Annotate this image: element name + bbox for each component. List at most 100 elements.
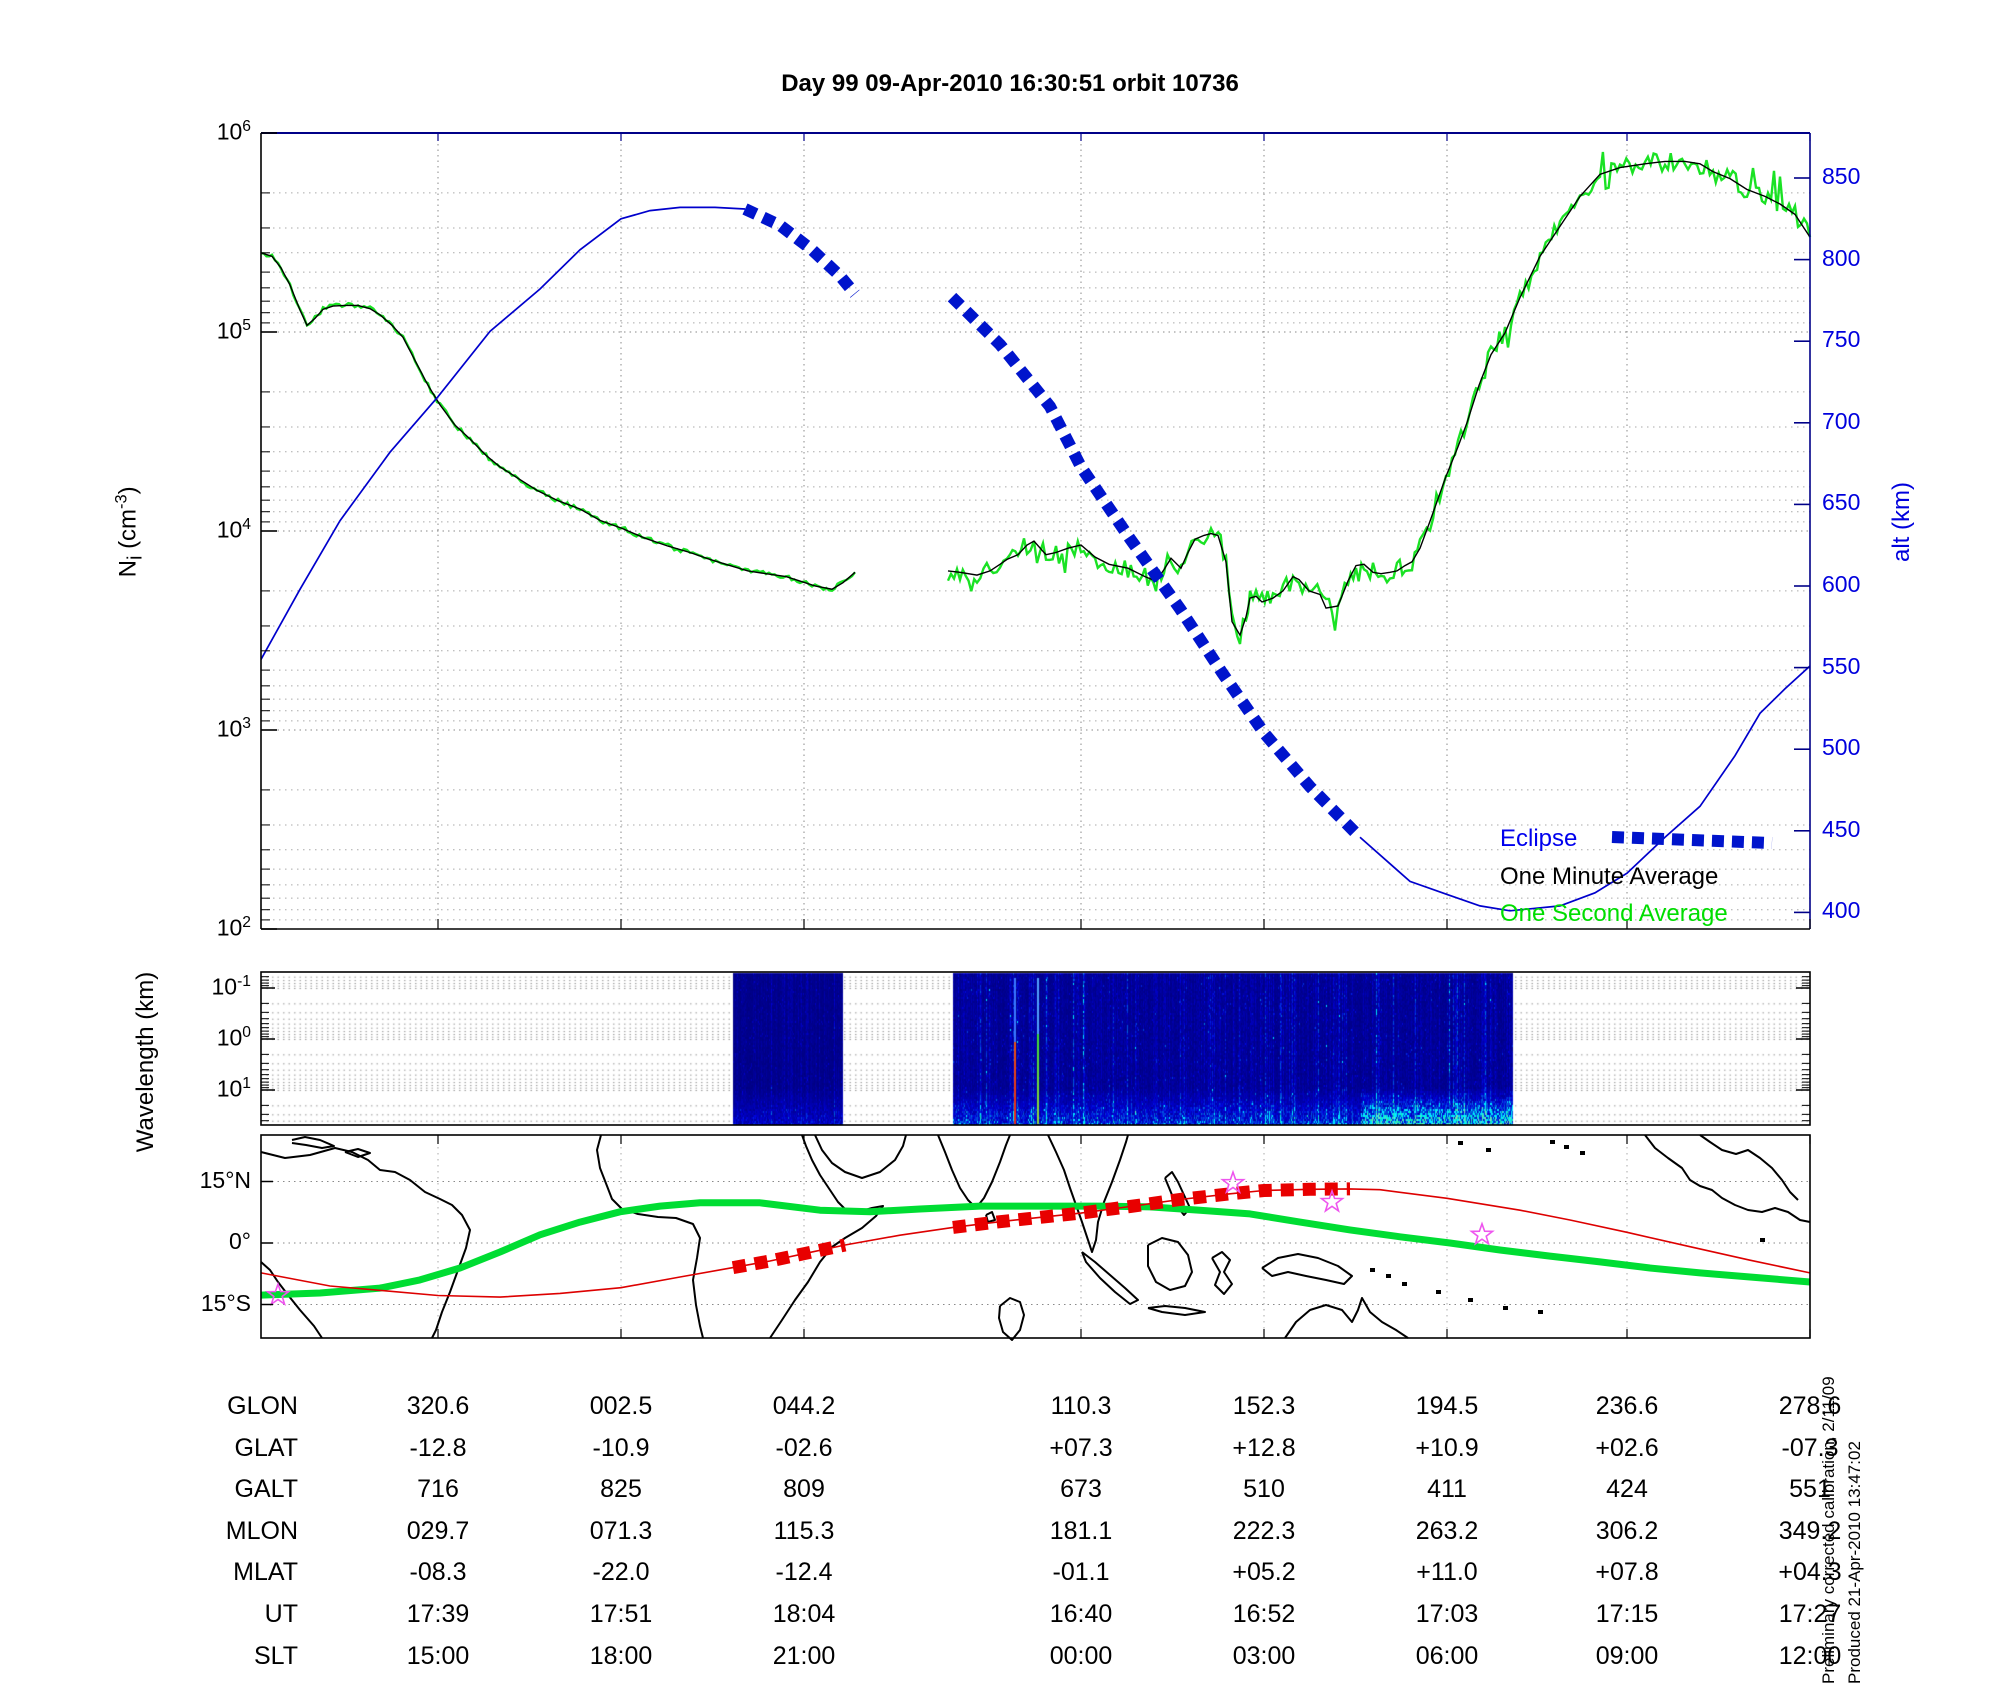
table-cell-mlon-6: 306.2 <box>1595 1517 1659 1546</box>
one-minute-average-curve <box>260 252 856 590</box>
island-dot <box>1486 1148 1491 1152</box>
table-cell-ut-4: 16:52 <box>1232 1600 1296 1629</box>
coastline <box>769 1134 884 1339</box>
legend-eclipse-dash-sample <box>1611 831 1773 849</box>
altitude-curve <box>260 206 746 660</box>
table-cell-glon-6: 236.6 <box>1595 1392 1659 1421</box>
table-cell-slt-3: 00:00 <box>1049 1642 1113 1671</box>
table-cell-galt-0: 716 <box>417 1475 459 1504</box>
table-cell-galt-4: 510 <box>1243 1475 1285 1504</box>
table-cell-mlon-5: 263.2 <box>1415 1517 1479 1546</box>
island-dot <box>1550 1140 1555 1144</box>
table-cell-glon-4: 152.3 <box>1232 1392 1296 1421</box>
legend-one-second-label: One Second Average <box>1500 900 1728 927</box>
table-cell-glat-7: -07.3 <box>1781 1434 1839 1463</box>
table-row-label-galt: GALT <box>234 1475 298 1504</box>
ni-tick-label: 102 <box>216 913 251 941</box>
table-cell-glat-1: -10.9 <box>592 1434 650 1463</box>
table-cell-mlat-7: +04.3 <box>1778 1558 1842 1587</box>
table-cell-mlat-0: -08.3 <box>409 1558 467 1587</box>
table-cell-galt-6: 424 <box>1606 1475 1648 1504</box>
altitude-curve <box>1359 665 1811 912</box>
table-row-label-slt: SLT <box>254 1642 298 1671</box>
table-cell-slt-4: 03:00 <box>1232 1642 1296 1671</box>
table-cell-mlon-2: 115.3 <box>773 1517 835 1546</box>
map-eclipse-dashed <box>952 1182 1351 1234</box>
table-cell-ut-6: 17:15 <box>1595 1600 1659 1629</box>
table-cell-mlat-6: +07.8 <box>1595 1558 1659 1587</box>
table-cell-slt-6: 09:00 <box>1595 1642 1659 1671</box>
event-star-marker <box>1319 1188 1345 1213</box>
coastline <box>1211 1251 1233 1295</box>
table-cell-ut-7: 17:27 <box>1778 1600 1842 1629</box>
coastline <box>1147 1237 1193 1291</box>
table-cell-slt-7: 12:00 <box>1778 1642 1842 1671</box>
table-cell-galt-2: 809 <box>783 1475 825 1504</box>
table-cell-slt-0: 15:00 <box>406 1642 470 1671</box>
wavelength-tick-label: 101 <box>216 1074 251 1102</box>
alt-tick-label: 650 <box>1822 489 1861 516</box>
table-cell-galt-5: 411 <box>1427 1475 1467 1504</box>
event-star-marker <box>265 1281 291 1306</box>
coastline <box>1047 1134 1129 1253</box>
island-dot <box>1386 1274 1391 1278</box>
table-row-label-mlon: MLON <box>225 1517 298 1546</box>
table-cell-mlat-4: +05.2 <box>1232 1558 1296 1587</box>
coastline <box>1081 1251 1139 1305</box>
ni-tick-label: 105 <box>216 316 251 344</box>
table-cell-ut-0: 17:39 <box>406 1600 470 1629</box>
coastline <box>260 1261 323 1339</box>
production-note-line2: Produced 21-Apr-2010 13:47:02 <box>1845 1441 1864 1684</box>
event-star-marker <box>1220 1169 1246 1194</box>
table-cell-glat-5: +10.9 <box>1415 1434 1479 1463</box>
table-row-label-glat: GLAT <box>234 1434 298 1463</box>
table-cell-slt-1: 18:00 <box>589 1642 653 1671</box>
coastline <box>814 1134 907 1179</box>
ni-axis-label: Ni (cm-3) <box>112 486 147 578</box>
table-cell-ut-2: 18:04 <box>772 1600 836 1629</box>
coastline <box>998 1297 1025 1341</box>
production-note: Preliminary corrected calibration, 2/11/… <box>1816 1376 1868 1684</box>
table-cell-glat-6: +02.6 <box>1595 1434 1659 1463</box>
table-cell-slt-5: 06:00 <box>1415 1642 1479 1671</box>
alt-tick-label: 450 <box>1822 815 1861 842</box>
alt-tick-label: 800 <box>1822 244 1861 271</box>
alt-tick-label: 850 <box>1822 163 1861 190</box>
alt-tick-label: 600 <box>1822 571 1861 598</box>
map-eclipse-dashed <box>731 1238 847 1274</box>
table-cell-mlon-3: 181.1 <box>1049 1517 1113 1546</box>
table-cell-glon-3: 110.3 <box>1050 1392 1112 1421</box>
coastline <box>937 1134 1011 1209</box>
map-lat-tick-label: 15°N <box>199 1166 251 1193</box>
table-cell-ut-3: 16:40 <box>1049 1600 1113 1629</box>
coastline <box>260 1147 471 1339</box>
ni-tick-label: 103 <box>216 714 251 742</box>
table-cell-glon-0: 320.6 <box>406 1392 470 1421</box>
table-row-label-ut: UT <box>264 1600 298 1629</box>
wavelength-tick-label: 10-1 <box>211 972 252 1000</box>
legend-eclipse-label: Eclipse <box>1500 825 1578 852</box>
table-cell-mlat-5: +11.0 <box>1416 1558 1478 1587</box>
island-dot <box>1468 1298 1473 1302</box>
coastline <box>1644 1134 1811 1223</box>
production-note-line1: Preliminary corrected calibration, 2/11/… <box>1819 1376 1838 1684</box>
magnetic-equator-line <box>260 1199 1811 1299</box>
table-cell-ut-5: 17:03 <box>1415 1600 1479 1629</box>
table-cell-glat-0: -12.8 <box>409 1434 467 1463</box>
map-lat-tick-label: 15°S <box>200 1289 251 1316</box>
page-title: Day 99 09-Apr-2010 16:30:51 orbit 10736 <box>781 70 1239 97</box>
coastline <box>291 1136 335 1149</box>
alt-tick-label: 400 <box>1822 897 1861 924</box>
table-cell-glat-2: -02.6 <box>775 1434 833 1463</box>
table-cell-glon-2: 044.2 <box>772 1392 836 1421</box>
alt-tick-label: 500 <box>1822 734 1861 761</box>
table-cell-ut-1: 17:51 <box>589 1600 653 1629</box>
alt-tick-label: 700 <box>1822 407 1861 434</box>
table-cell-galt-1: 825 <box>600 1475 642 1504</box>
one-second-average-curve <box>946 151 1812 645</box>
island-dot <box>1580 1151 1585 1155</box>
coastline <box>596 1134 704 1339</box>
island-dot <box>1760 1238 1765 1242</box>
